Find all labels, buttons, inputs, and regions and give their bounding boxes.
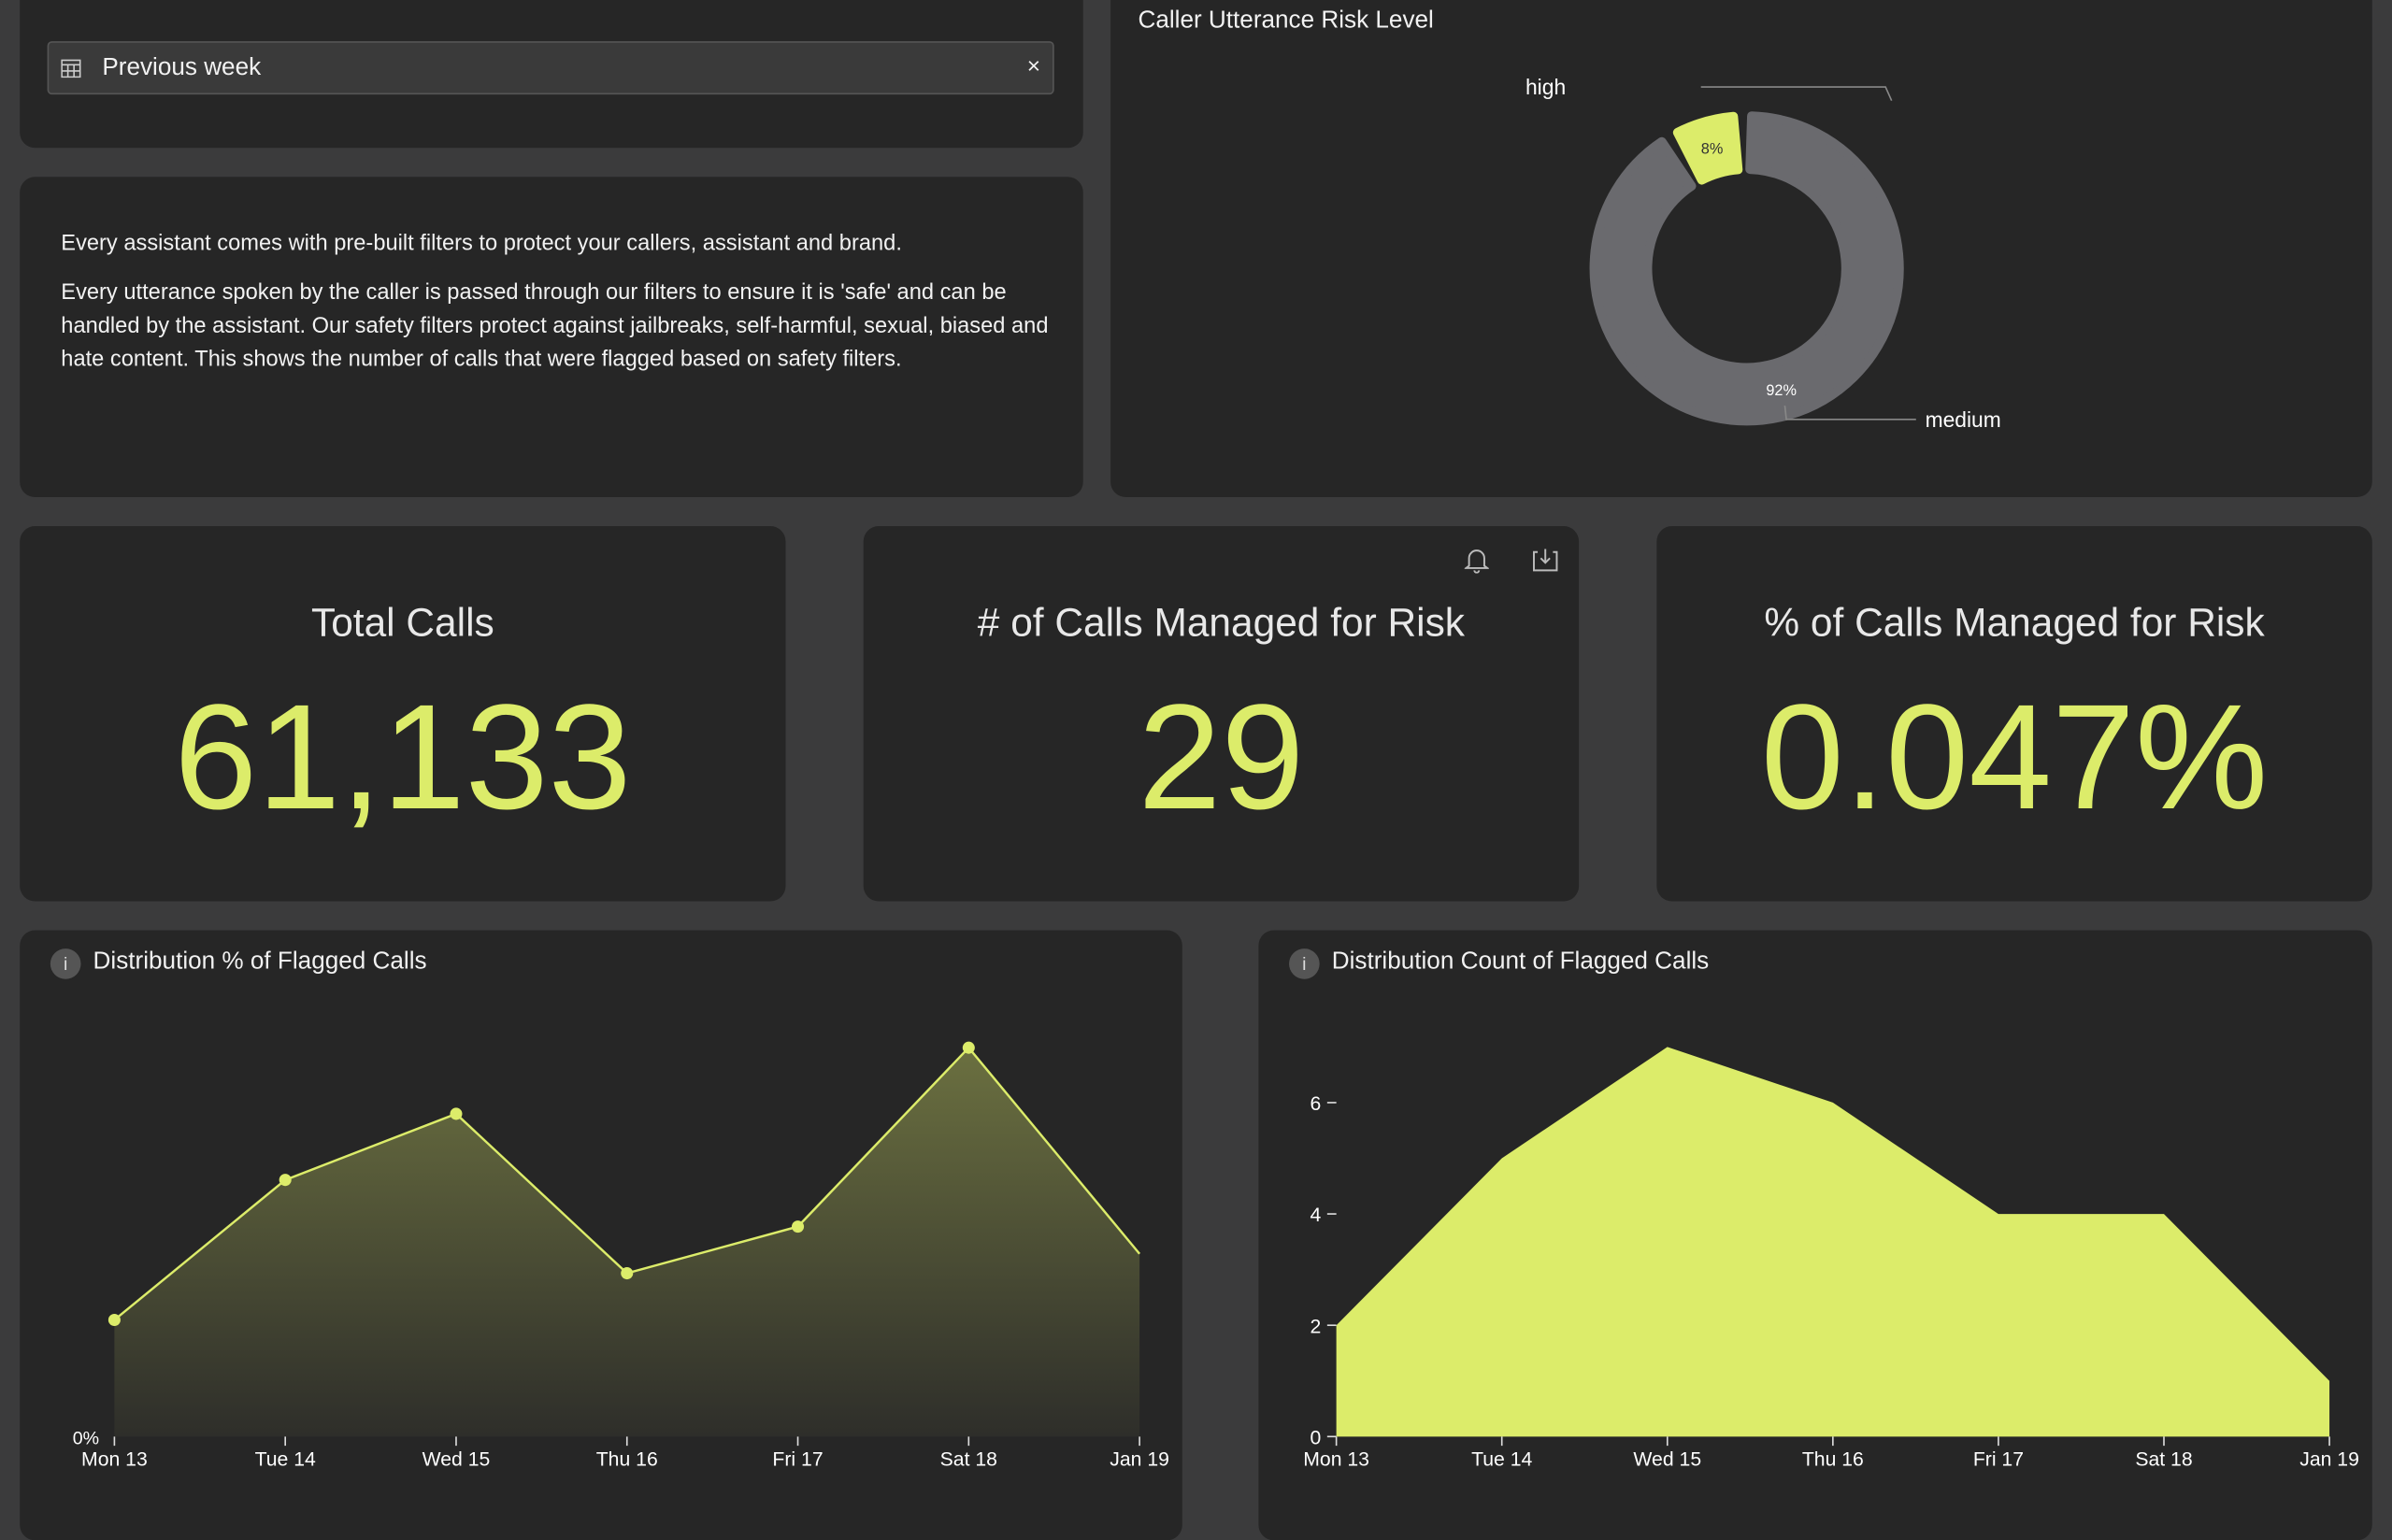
leader-line — [1783, 406, 1916, 421]
area-fill — [1336, 1047, 2330, 1437]
calendar-icon — [61, 59, 81, 78]
x-tick-label: Jan 19 — [2299, 1448, 2359, 1470]
donut-slice-high — [1672, 111, 1743, 185]
x-tick-label: Sat 18 — [940, 1448, 997, 1470]
x-tick-label: Thu 16 — [596, 1448, 658, 1470]
data-point — [621, 1267, 634, 1280]
count-area-chart: Mon 13 Tue 14 Wed 15 Thu 16 Fri 17 Sat 18 Jan … — [1303, 1047, 2359, 1470]
x-tick-label: Fri 17 — [772, 1448, 823, 1470]
x-tick-label: Thu 16 — [1802, 1448, 1864, 1470]
kpi-title: % of Calls Managed for Risk — [1764, 599, 2265, 646]
kpi-title: Total Calls — [310, 599, 494, 646]
kpi-value: 0.047% — [1760, 672, 2269, 841]
clear-filter-icon[interactable]: × — [1026, 53, 1041, 79]
y-tick-label: 0 — [1311, 1428, 1322, 1449]
date-range-label: Previous week — [102, 54, 262, 81]
download-icon[interactable] — [1532, 546, 1559, 573]
x-tick-label: Wed 15 — [423, 1448, 491, 1470]
bell-icon[interactable] — [1464, 546, 1489, 574]
leader-line — [1700, 86, 1893, 102]
kpi-total-calls: Total Calls 61,133 — [20, 526, 786, 902]
x-tick-label: Mon 13 — [1303, 1448, 1369, 1470]
data-point — [279, 1174, 292, 1187]
kpi-value: 61,133 — [174, 672, 632, 841]
donut-chart: 8% 92% high medium — [1525, 75, 2001, 432]
x-tick-label: Sat 18 — [2135, 1448, 2192, 1470]
legend-label-medium: medium — [1926, 407, 2001, 432]
info-icon[interactable]: i — [50, 948, 81, 979]
kpi-calls-managed: # of Calls Managed for Risk 29 — [863, 526, 1580, 902]
slice-data-label: 92% — [1766, 382, 1797, 399]
slice-data-label: 8% — [1701, 140, 1724, 157]
percent-flagged-card: i Distribution % of Flagged Calls Mon 13… — [20, 930, 1182, 1540]
x-tick-label: Wed 15 — [1633, 1448, 1701, 1470]
kpi-percent-managed: % of Calls Managed for Risk 0.047% — [1656, 526, 2372, 902]
y-tick-label: 0% — [73, 1429, 99, 1449]
chart-title: Distribution % of Flagged Calls — [93, 948, 427, 975]
legend-label-high: high — [1525, 75, 1566, 99]
data-point — [792, 1220, 805, 1233]
x-tick-label: Mon 13 — [81, 1448, 148, 1470]
y-tick-label: 4 — [1311, 1205, 1322, 1226]
count-flagged-card: i Distribution Count of Flagged Calls Mo… — [1258, 930, 2372, 1540]
data-point — [962, 1041, 975, 1054]
filter-card: Previous week × — [20, 0, 1083, 149]
kpi-title: # of Calls Managed for Risk — [977, 599, 1466, 646]
risk-level-card: Caller Utterance Risk Level 8% 92% high med… — [1110, 0, 2372, 498]
date-range-filter[interactable]: Previous week × — [47, 41, 1054, 95]
description-card: Every assistant comes with pre-built fil… — [20, 177, 1083, 498]
donut-slice-medium — [1589, 111, 1904, 426]
kpi-value: 29 — [1138, 672, 1305, 841]
chart-title: Distribution Count of Flagged Calls — [1331, 948, 1710, 975]
info-icon[interactable]: i — [1289, 948, 1320, 979]
x-tick-label: Jan 19 — [1110, 1448, 1169, 1470]
data-point — [107, 1313, 121, 1327]
x-tick-label: Fri 17 — [1973, 1448, 2024, 1470]
chart-title: Caller Utterance Risk Level — [1138, 7, 1434, 34]
y-tick-label: 6 — [1311, 1093, 1322, 1115]
y-tick-label: 2 — [1311, 1316, 1322, 1337]
description-text: Every assistant comes with pre-built fil… — [61, 232, 902, 257]
percent-area-chart: Mon 13 Tue 14 Wed 15 Thu 16 Fri 17 Sat 18 Jan … — [73, 1041, 1169, 1470]
x-tick-label: Tue 14 — [255, 1448, 316, 1470]
area-fill — [114, 1048, 1140, 1437]
data-point — [450, 1107, 463, 1120]
description-text: Every utterance spoken by the caller is … — [61, 280, 1049, 373]
x-tick-label: Tue 14 — [1471, 1448, 1532, 1470]
